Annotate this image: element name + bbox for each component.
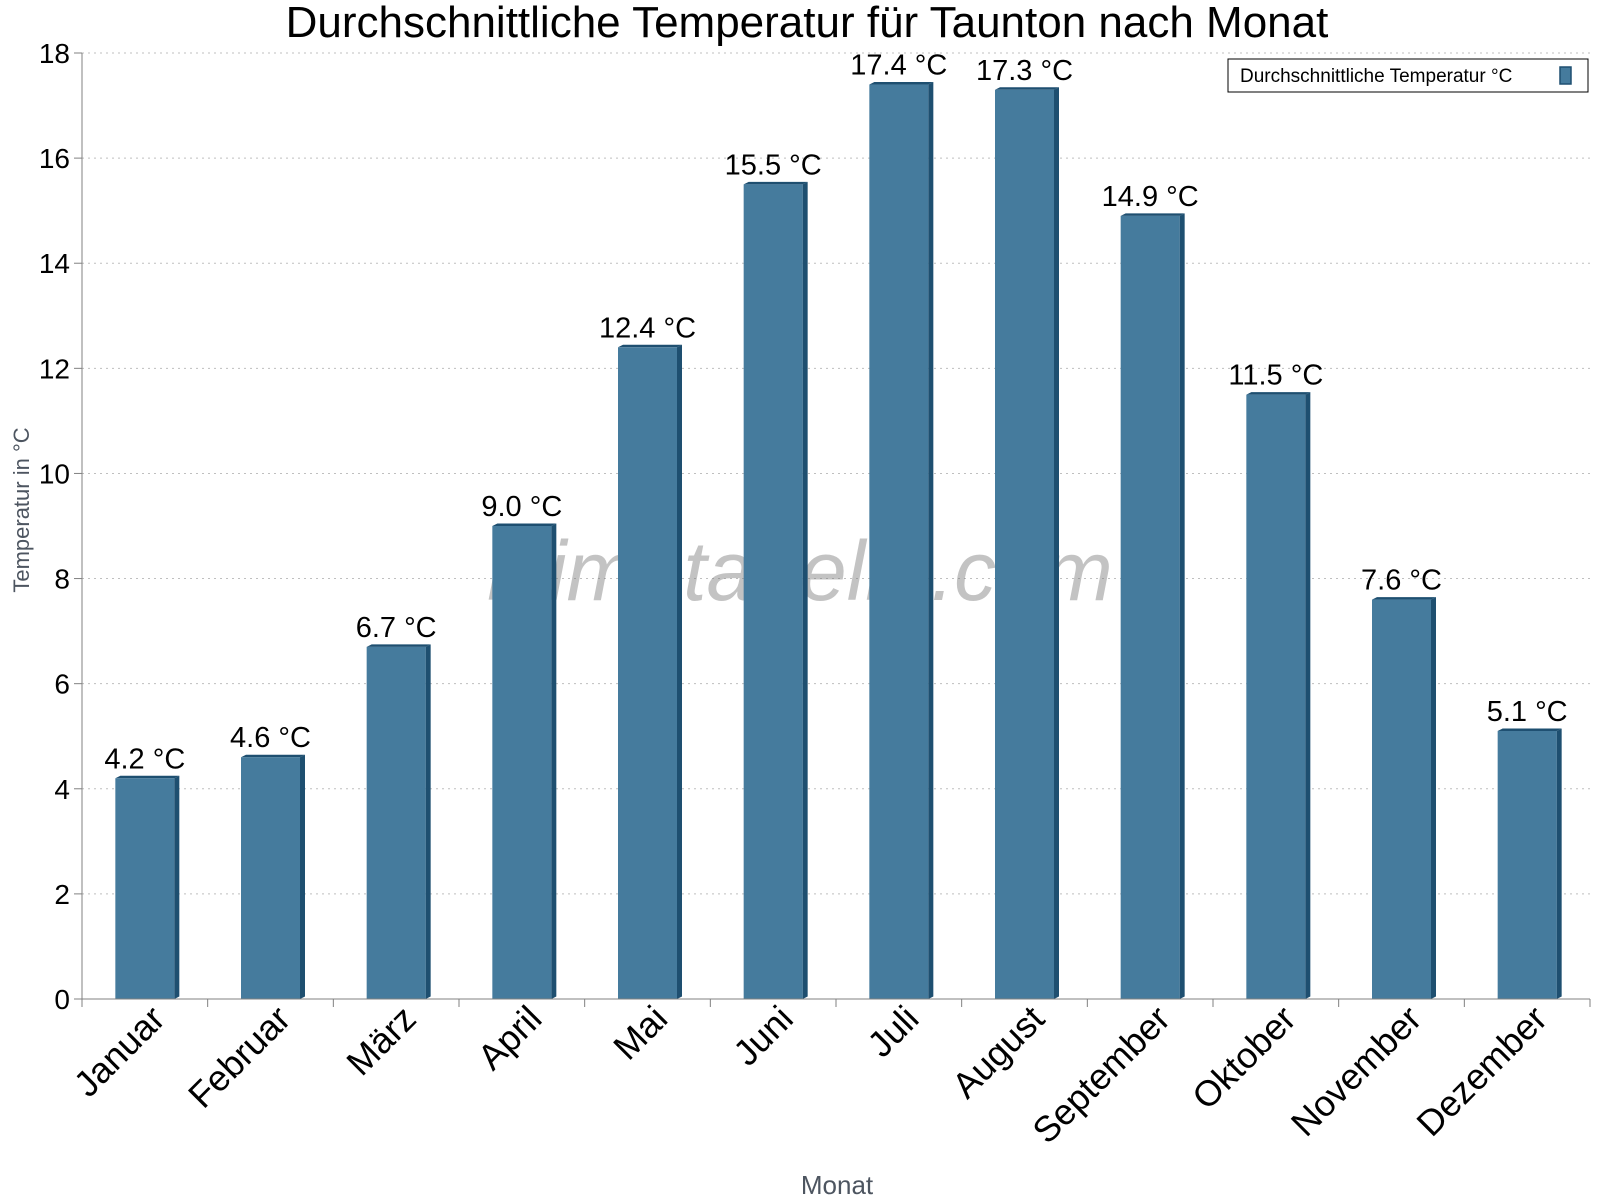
bar-front (869, 84, 929, 1000)
bar: 17.4 °C (850, 50, 947, 1000)
bar: 4.6 °C (230, 722, 311, 999)
x-tick-label: Juli (859, 998, 926, 1065)
y-tick-label: 12 (39, 353, 70, 384)
x-tick-label: Oktober (1184, 998, 1304, 1118)
bar-side (1305, 392, 1311, 1000)
x-tick-label: Dezember (1408, 998, 1554, 1144)
bar-side (425, 644, 431, 999)
bar-front (492, 526, 552, 999)
y-tick-label: 14 (39, 248, 70, 279)
bar: 9.0 °C (481, 491, 562, 999)
x-tick-label: März (338, 998, 424, 1084)
bar: 14.9 °C (1102, 181, 1199, 999)
bar-top (1497, 728, 1562, 731)
bar-value-label: 6.7 °C (356, 612, 437, 644)
bar-top (743, 181, 808, 185)
bar-top (1372, 597, 1436, 600)
x-tick-label: April (470, 998, 550, 1078)
bar: 6.7 °C (356, 612, 437, 999)
bar-side (928, 82, 934, 1000)
bar-value-label: 4.6 °C (230, 722, 311, 754)
bar: 5.1 °C (1487, 696, 1568, 999)
bar-value-label: 15.5 °C (725, 149, 822, 181)
bar-top (492, 523, 557, 526)
bar-front (1497, 730, 1557, 999)
y-tick-label: 18 (39, 38, 70, 69)
x-axis-title: Monat (801, 1170, 874, 1200)
bar-value-label: 12.4 °C (599, 312, 696, 344)
bar-front (618, 347, 677, 999)
bar-value-label: 14.9 °C (1102, 181, 1199, 213)
x-tick-label: November (1283, 998, 1429, 1144)
bar-value-label: 11.5 °C (1228, 360, 1323, 392)
bar-front (241, 757, 300, 999)
bar-front (995, 89, 1054, 1000)
bar-top (241, 754, 305, 758)
bar-side (802, 181, 808, 999)
bar-side (1179, 213, 1185, 999)
bar-front (743, 184, 803, 999)
bar-front (115, 778, 175, 999)
bars: 4.2 °C 4.6 °C 6.7 °C 9.0 °C 12.4 °C 15.5 °C 17… (104, 50, 1568, 1000)
bar: 11.5 °C (1228, 360, 1323, 1000)
bar-top (1246, 392, 1311, 395)
legend-box (1227, 58, 1589, 93)
bar: 7.6 °C (1361, 565, 1442, 999)
bar-side (677, 344, 682, 999)
bar-side (1556, 728, 1562, 999)
bar-side (300, 754, 305, 999)
x-tick-label: August (944, 998, 1052, 1106)
y-tick-label: 10 (39, 458, 70, 489)
bar-side (1431, 597, 1436, 999)
x-tick-label: Mai (605, 998, 675, 1068)
bar-top (869, 82, 934, 85)
bar-side (174, 775, 180, 999)
legend-swatch (1559, 66, 1572, 85)
x-tick-label: Juni (725, 998, 801, 1074)
x-tick-label: Januar (66, 998, 173, 1105)
bar-front (1372, 599, 1431, 999)
y-tick-label: 0 (54, 984, 70, 1015)
x-tick-label: September (1024, 998, 1178, 1152)
y-tick-label: 4 (54, 774, 70, 805)
bar-top (1120, 213, 1185, 216)
bar-side (1054, 87, 1059, 1000)
chart-title: Durchschnittliche Temperatur für Taunton… (286, 0, 1329, 47)
y-tick-label: 16 (39, 143, 70, 174)
bar-top (618, 344, 682, 348)
bar: 15.5 °C (725, 149, 822, 999)
bar-top (995, 87, 1059, 90)
legend-label: Durchschnittliche Temperatur °C (1240, 66, 1512, 87)
x-tick-label: Februar (180, 998, 298, 1116)
y-tick-label: 8 (54, 564, 70, 595)
bar: 17.3 °C (976, 55, 1073, 1000)
bar-value-label: 9.0 °C (481, 491, 562, 523)
y-tick-label: 2 (54, 879, 70, 910)
bar-value-label: 17.3 °C (976, 55, 1073, 87)
y-axis-title: Temperatur in °C (9, 427, 34, 592)
bar-front (366, 646, 426, 999)
legend: Durchschnittliche Temperatur °C (1227, 58, 1589, 93)
bar-value-label: 4.2 °C (104, 743, 185, 775)
bar-value-label: 7.6 °C (1361, 565, 1442, 597)
bar: 12.4 °C (599, 312, 696, 999)
bar-front (1246, 394, 1306, 1000)
grid-lines (82, 52, 1590, 895)
bar: 4.2 °C (104, 743, 185, 999)
y-tick-label: 6 (54, 669, 70, 700)
bar-top (366, 644, 431, 647)
bar-side (551, 523, 557, 999)
bar-front (1120, 215, 1180, 999)
bar-value-label: 5.1 °C (1487, 696, 1568, 728)
bar-value-label: 17.4 °C (850, 50, 947, 82)
bar-top (115, 775, 180, 779)
